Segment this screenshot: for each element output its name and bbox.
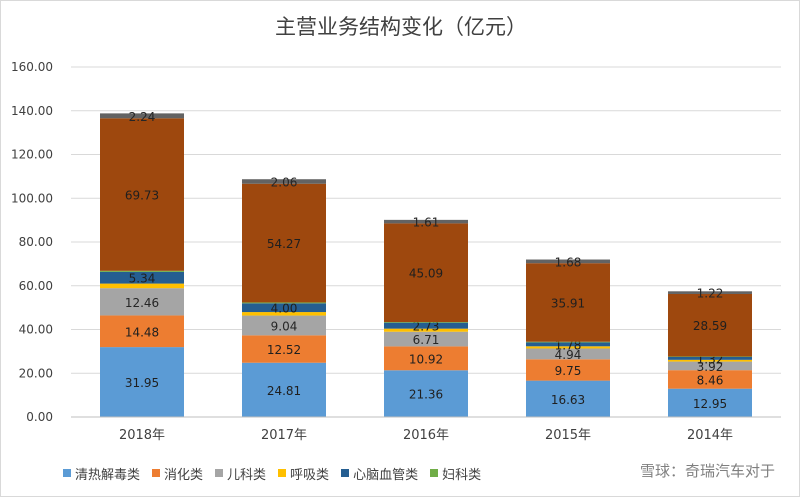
data-label: 14.48: [125, 325, 159, 339]
y-tick-label: 0.00: [26, 410, 53, 424]
data-label: 9.04: [271, 319, 298, 333]
y-tick-label: 160.00: [11, 60, 53, 74]
data-label: 45.09: [409, 267, 443, 281]
data-label: 28.59: [693, 319, 727, 333]
legend-item: 呼吸类: [278, 464, 329, 483]
data-label: 16.63: [551, 393, 585, 407]
x-tick-label: 2018年: [119, 428, 165, 443]
legend-swatch: [152, 469, 160, 477]
bar-segment: [242, 302, 326, 303]
data-label: 12.46: [125, 296, 159, 310]
data-label: 2.24: [129, 110, 156, 124]
data-label: 24.81: [267, 384, 301, 398]
legend-label: 消化类: [164, 464, 203, 483]
x-tick-label: 2016年: [403, 428, 449, 443]
y-tick-label: 80.00: [19, 235, 53, 249]
legend-label: 清热解毒类: [75, 464, 140, 483]
legend-swatch: [215, 469, 223, 477]
y-tick-label: 40.00: [19, 323, 53, 337]
legend-swatch: [341, 469, 349, 477]
data-label: 31.95: [125, 376, 159, 390]
data-label: 69.73: [125, 189, 159, 203]
legend-item: 儿科类: [215, 464, 266, 483]
x-tick-label: 2015年: [545, 428, 591, 443]
data-label: 35.91: [551, 296, 585, 310]
legend-item: 消化类: [152, 464, 203, 483]
x-tick-label: 2017年: [261, 428, 307, 443]
data-label: 5.34: [129, 272, 156, 286]
legend-item: 清热解毒类: [63, 464, 140, 483]
bar-segment: [526, 342, 610, 343]
legend-label: 儿科类: [227, 464, 266, 483]
legend-swatch: [278, 469, 286, 477]
legend-label: 呼吸类: [290, 464, 329, 483]
legend-item: 妇科类: [430, 464, 481, 483]
y-tick-label: 100.00: [11, 191, 53, 205]
data-label: 1.68: [555, 255, 582, 269]
data-label: 12.52: [267, 343, 301, 357]
x-tick-label: 2014年: [687, 428, 733, 443]
legend-label: 妇科类: [442, 464, 481, 483]
legend-item: 心脑血管类: [341, 464, 418, 483]
data-label: 1.61: [413, 216, 440, 230]
legend-label: 心脑血管类: [353, 464, 418, 483]
data-label: 1.22: [697, 287, 724, 301]
y-tick-label: 60.00: [19, 279, 53, 293]
data-label: 6.71: [413, 333, 440, 347]
data-label: 10.92: [409, 352, 443, 366]
data-label: 9.75: [555, 364, 582, 378]
bar-segment: [100, 271, 184, 272]
y-tick-label: 120.00: [11, 148, 53, 162]
bar-segment: [384, 322, 468, 323]
data-label: 8.46: [697, 373, 724, 387]
y-tick-label: 20.00: [19, 366, 53, 380]
data-label: 54.27: [267, 237, 301, 251]
data-label: 4.00: [271, 302, 298, 316]
legend-swatch: [63, 469, 71, 477]
data-label: 21.36: [409, 388, 443, 402]
data-label: 12.95: [693, 397, 727, 411]
watermark: 雪球：奇瑞汽车对于: [640, 460, 775, 481]
y-tick-label: 140.00: [11, 104, 53, 118]
legend-swatch: [430, 469, 438, 477]
data-label: 2.06: [271, 175, 298, 189]
